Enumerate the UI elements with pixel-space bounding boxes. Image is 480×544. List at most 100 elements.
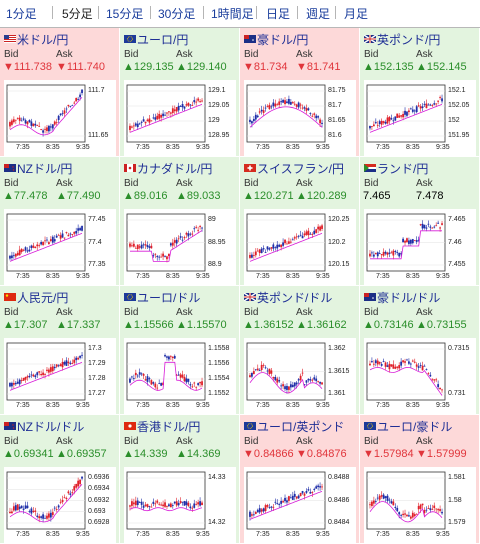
pair-name[interactable]: NZドル/円 xyxy=(17,162,73,176)
pair-name[interactable]: ユーロ/円 xyxy=(137,33,189,47)
rate-card[interactable]: ユーロ/英ポンド Bid Ask ▼0.84866 ▼0.84876 0.8488 0.84… xyxy=(240,415,360,544)
tab-timeframe-5[interactable]: 1時間足 xyxy=(211,7,254,21)
candle-body xyxy=(374,122,377,124)
y-tick-label: 81.75 xyxy=(328,87,346,94)
candle-body xyxy=(53,507,56,509)
pair-name[interactable]: 豪ドル/円 xyxy=(257,33,309,47)
rate-card[interactable]: 英ポンド/ドル Bid Ask ▲1.36152 ▲1.36162 1.362 1.3615… xyxy=(240,286,360,415)
candle-body xyxy=(30,374,33,376)
candle-body xyxy=(77,357,80,360)
pair-name[interactable]: ランド/円 xyxy=(377,162,429,176)
candle-body xyxy=(315,486,318,489)
chart-canvas xyxy=(366,84,446,143)
candle-body xyxy=(195,101,198,103)
mini-candle-chart[interactable]: 120.25 120.2 120.15 7:35 8:35 9:35 xyxy=(244,209,356,285)
candle-body xyxy=(9,122,11,127)
candle-body xyxy=(262,508,265,512)
candle-body xyxy=(138,246,141,248)
tab-timeframe-7[interactable]: 週足 xyxy=(306,7,331,21)
candle-body xyxy=(132,378,135,379)
pair-name[interactable]: 豪ドル/ドル xyxy=(377,291,441,305)
rate-card[interactable]: ユーロ/ドル Bid Ask ▲1.15566 ▲1.15570 1.1558 1.1556… xyxy=(120,286,240,415)
bid-label: Bid xyxy=(124,178,139,189)
rate-card[interactable]: ランド/円 Bid Ask 7.465 7.478 7.465 7.46 7.455 7:35 8… xyxy=(360,157,480,286)
tab-timeframe-1[interactable]: 1分足 xyxy=(6,7,37,21)
mini-candle-chart[interactable]: 1.1558 1.1556 1.1554 1.1552 7:35 8:35 9:35 xyxy=(124,338,236,414)
candle-body xyxy=(158,256,161,258)
pair-name[interactable]: 香港ドル/円 xyxy=(137,420,201,434)
y-tick-label: 81.7 xyxy=(328,102,342,109)
candle-body xyxy=(12,383,15,385)
pair-name[interactable]: 英ポンド/ドル xyxy=(257,291,333,305)
tab-separator xyxy=(52,6,53,19)
candle-body xyxy=(61,113,64,115)
ask-value: ▲0.73155 xyxy=(416,319,467,331)
rate-card[interactable]: ユーロ/豪ドル Bid Ask ▼1.57984 ▼1.57999 1.581 1.58 1.… xyxy=(360,415,480,544)
mini-candle-chart[interactable]: 152.1 152.05 152 151.95 7:35 8:35 9:35 xyxy=(364,80,476,156)
mini-candle-chart[interactable]: 14.33 14.32 7:35 8:35 9:35 xyxy=(124,467,236,543)
pair-name[interactable]: カナダドル/円 xyxy=(137,162,213,176)
mini-candle-chart[interactable]: 0.8488 0.8486 0.8484 7:35 8:35 9:35 xyxy=(244,467,356,543)
pair-name[interactable]: ユーロ/豪ドル xyxy=(377,420,453,434)
mini-candle-chart[interactable]: 0.7315 0.731 7:35 8:35 9:35 xyxy=(364,338,476,414)
candle-body xyxy=(179,236,182,238)
tab-timeframe-2[interactable]: 5分足 xyxy=(62,7,93,21)
candle-body xyxy=(262,248,265,250)
candle-body xyxy=(160,504,163,506)
rate-card[interactable]: NZドル/円 Bid Ask ▲77.478 ▲77.490 77.45 77.4 77.35… xyxy=(0,157,120,286)
mini-candle-chart[interactable]: 111.7 111.65 7:35 8:35 9:35 xyxy=(4,80,116,156)
ask-value: ▲17.337 xyxy=(56,319,101,331)
rate-card[interactable]: スイスフラン/円 Bid Ask ▲120.271 ▲120.289 120.25 120.… xyxy=(240,157,360,286)
mini-candle-chart[interactable]: 129.1 129.05 129 128.95 7:35 8:35 9:35 xyxy=(124,80,236,156)
rate-card[interactable]: 英ポンド/円 Bid Ask ▲152.135 ▲152.145 152.1 152.05 1… xyxy=(360,28,480,157)
candle-body xyxy=(417,366,420,368)
pair-name[interactable]: 人民元/円 xyxy=(17,291,69,305)
candle-body xyxy=(150,380,153,385)
pair-name[interactable]: NZドル/ドル xyxy=(17,420,85,434)
rate-card[interactable]: NZドル/ドル Bid Ask ▲0.69341 ▲0.69357 0.6936 0.693… xyxy=(0,415,120,544)
candle-body xyxy=(372,124,375,127)
pair-name[interactable]: ユーロ/英ポンド xyxy=(257,420,345,434)
candle-body xyxy=(282,99,284,103)
tab-timeframe-6[interactable]: 日足 xyxy=(266,7,291,21)
candle-body xyxy=(419,365,422,366)
candle-body xyxy=(18,379,21,385)
candle-body xyxy=(42,130,44,133)
candle-body xyxy=(435,379,438,381)
rate-card[interactable]: 豪ドル/ドル Bid Ask ▲0.73146 ▲0.73155 0.7315 0.731 7… xyxy=(360,286,480,415)
mini-candle-chart[interactable]: 1.581 1.58 1.579 7:35 8:35 9:35 xyxy=(364,467,476,543)
rate-card[interactable]: 米ドル/円 Bid Ask ▼111.738 ▼111.740 111.7 111.65 7:… xyxy=(0,28,120,157)
ask-label: Ask xyxy=(296,49,313,60)
pair-name[interactable]: スイスフラン/円 xyxy=(257,162,344,176)
candle-body xyxy=(274,376,277,381)
ask-label: Ask xyxy=(416,436,433,447)
tab-timeframe-4[interactable]: 30分足 xyxy=(158,7,196,21)
candle-body xyxy=(392,250,395,256)
pair-name[interactable]: 英ポンド/円 xyxy=(377,33,441,47)
mini-candle-chart[interactable]: 89 88.95 88.9 7:35 8:35 9:35 xyxy=(124,209,236,285)
candle-body xyxy=(437,509,440,511)
trend-arrow-icon: ▲ xyxy=(416,61,427,73)
rate-card[interactable]: 香港ドル/円 Bid Ask ▲14.339 ▲14.369 14.33 14.32 7:35… xyxy=(120,415,240,544)
candle-body xyxy=(142,373,145,376)
mini-candle-chart[interactable]: 1.362 1.3615 1.361 7:35 8:35 9:35 xyxy=(244,338,356,414)
rate-card[interactable]: 人民元/円 Bid Ask ▲17.307 ▲17.337 17.3 17.29 17.28 1… xyxy=(0,286,120,415)
candle-body xyxy=(319,486,321,488)
pair-name[interactable]: ユーロ/ドル xyxy=(137,291,201,305)
mini-candle-chart[interactable]: 81.75 81.7 81.65 81.6 7:35 8:35 9:35 xyxy=(244,80,356,156)
mini-candle-chart[interactable]: 77.45 77.4 77.35 7:35 8:35 9:35 xyxy=(4,209,116,285)
candle-body xyxy=(307,378,310,381)
rate-card[interactable]: ユーロ/円 Bid Ask ▲129.135 ▲129.140 129.1 129.05 12… xyxy=(120,28,240,157)
candle-body xyxy=(372,500,375,504)
rate-card[interactable]: カナダドル/円 Bid Ask ▲89.016 ▲89.033 89 88.95 88.9 7:… xyxy=(120,157,240,286)
candle-body xyxy=(73,231,76,234)
candle-body xyxy=(278,380,281,382)
mini-candle-chart[interactable]: 0.6936 0.6934 0.6932 0.693 0.6928 7:35 8:35 9:3… xyxy=(4,467,116,543)
tab-timeframe-8[interactable]: 月足 xyxy=(344,7,369,21)
rate-card[interactable]: 豪ドル/円 Bid Ask ▼81.734 ▼81.741 81.75 81.7 81.65 8… xyxy=(240,28,360,157)
mini-candle-chart[interactable]: 17.3 17.29 17.28 17.27 7:35 8:35 9:35 xyxy=(4,338,116,414)
candle-body xyxy=(150,245,153,249)
pair-name[interactable]: 米ドル/円 xyxy=(17,33,69,47)
mini-candle-chart[interactable]: 7.465 7.46 7.455 7:35 8:35 9:35 xyxy=(364,209,476,285)
tab-timeframe-3[interactable]: 15分足 xyxy=(106,7,144,21)
